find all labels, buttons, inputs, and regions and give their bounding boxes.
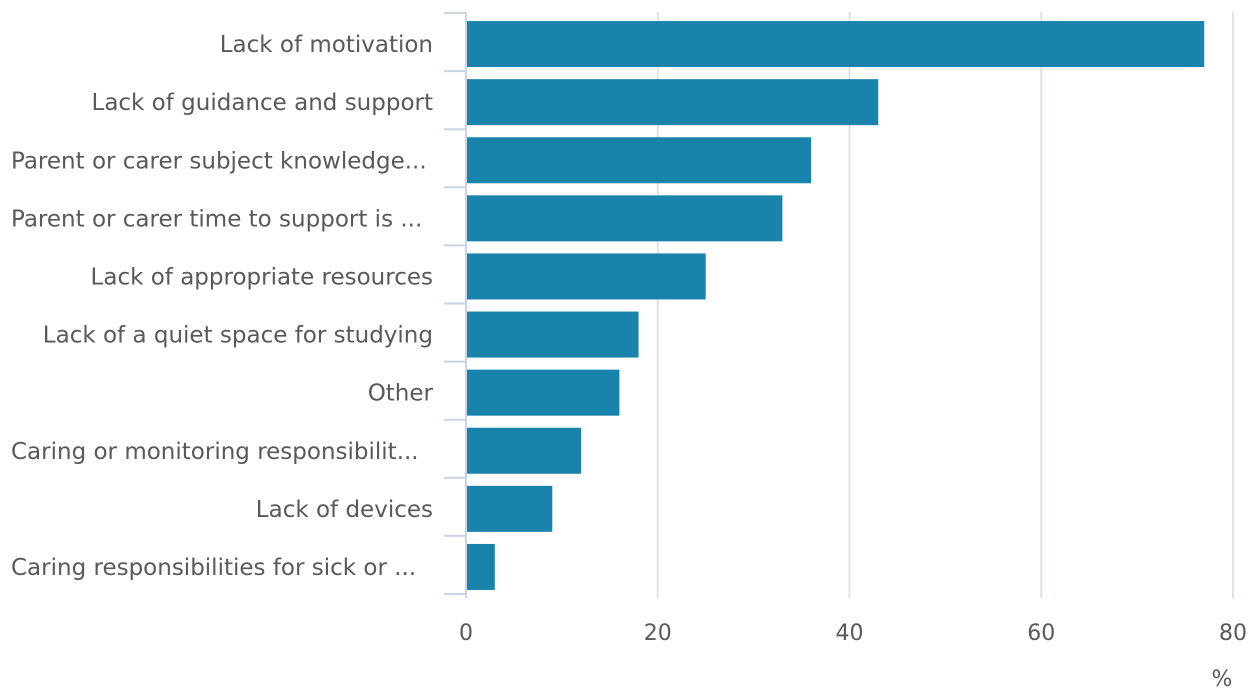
category-label: Lack of motivation <box>220 32 433 58</box>
x-tick-label: 0 <box>459 621 473 646</box>
bar: Lack of devices: 9 <box>466 485 553 532</box>
bar: Lack of a quiet space for studying: 18 <box>466 311 639 358</box>
bar: Lack of motivation: 77 <box>466 21 1205 68</box>
x-tick-label: 60 <box>1027 621 1055 646</box>
category-label: Lack of appropriate resources <box>91 264 433 290</box>
bar: Other: 16 <box>466 369 620 416</box>
x-tick-label: 40 <box>836 621 864 646</box>
x-tick-label: 20 <box>644 621 672 646</box>
category-label: Parent or carer time to support is ... <box>11 206 422 232</box>
category-label: Lack of devices <box>256 497 433 523</box>
bar: Lack of guidance and support: 43 <box>466 79 879 126</box>
bar: Parent or carer time to support is ...: … <box>466 195 783 242</box>
bar: Caring or monitoring responsibilit...: 1… <box>466 427 582 474</box>
category-label: Lack of a quiet space for studying <box>43 323 433 349</box>
x-tick-label: 80 <box>1219 621 1247 646</box>
bar-layer: Lack of motivation: 77 Lack of guidance a… <box>466 21 1205 590</box>
category-label: Other <box>368 381 434 407</box>
bar: Parent or carer subject knowledge...: 36 <box>466 137 812 184</box>
category-label: Parent or carer subject knowledge... <box>11 148 427 174</box>
category-label: Caring or monitoring responsibilit... <box>11 439 419 465</box>
category-label: Lack of guidance and support <box>92 90 434 116</box>
axis-layer <box>444 12 467 598</box>
bar: Caring responsibilities for sick or ...:… <box>466 543 495 590</box>
x-axis-unit-label: % <box>1212 667 1233 688</box>
bar: Lack of appropriate resources: 25 <box>466 253 706 300</box>
category-label: Caring responsibilities for sick or ... <box>11 555 416 581</box>
label-layer: Lack of motivation Lack of guidance and s… <box>11 32 1247 688</box>
